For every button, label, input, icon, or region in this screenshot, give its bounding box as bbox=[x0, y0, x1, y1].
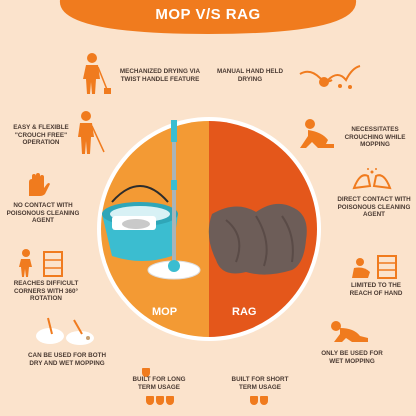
rag-cloth-image bbox=[208, 203, 307, 275]
feature-manual-drying: MANUAL HAND HELD DRYING bbox=[217, 68, 283, 83]
feature-crouch-free: EASY & FLEXIBLE "CROUCH FREE" OPERATION bbox=[13, 124, 69, 146]
title-banner bbox=[59, 0, 357, 34]
mop-worker-icon bbox=[83, 53, 111, 94]
comparison-circle bbox=[97, 117, 321, 341]
glove-hands-icon bbox=[29, 173, 50, 196]
feature-mechanized-drying: MECHANIZED DRYING VIA TWIST HANDLE FEATU… bbox=[119, 68, 201, 83]
crouching-person-icon bbox=[300, 119, 334, 148]
feature-no-contact: NO CONTACT WITH POISONOUS CLEANING AGENT bbox=[6, 202, 80, 224]
feature-reaches-corners: REACHES DIFFICULT CORNERS WITH 360° ROTA… bbox=[13, 280, 79, 302]
feature-dry-wet: CAN BE USED FOR BOTH DRY AND WET MOPPING bbox=[27, 352, 106, 367]
corner-cleaning-icon bbox=[19, 249, 63, 277]
hand-wringing-icon bbox=[299, 65, 361, 89]
feature-direct-contact: DIRECT CONTACT WITH POISONOUS CLEANING A… bbox=[337, 196, 411, 218]
shield-icon bbox=[260, 396, 268, 405]
feature-crouching: NECESSITATES CROUCHING WHILE MOPPING bbox=[344, 126, 406, 148]
shield-icon bbox=[166, 396, 174, 405]
shield-icon bbox=[156, 396, 164, 405]
mop-bucket-image bbox=[102, 185, 178, 261]
mop-label: MOP bbox=[152, 306, 178, 318]
feature-wet-only: ONLY BE USED FOR WET MOPPING bbox=[321, 350, 383, 365]
limited-reach-icon bbox=[352, 255, 397, 279]
shield-icon bbox=[142, 368, 150, 377]
kneeling-person-icon bbox=[331, 321, 368, 342]
shield-icon bbox=[250, 396, 258, 405]
feature-short-term: BUILT FOR SHORT TERM USAGE bbox=[231, 376, 289, 391]
feature-limited-reach: LIMITED TO THE REACH OF HAND bbox=[349, 282, 403, 297]
mop-handle-image bbox=[147, 120, 201, 280]
dry-wet-mop-icon bbox=[36, 317, 94, 345]
bare-hands-icon bbox=[352, 168, 392, 190]
page-title: MOP V/S RAG bbox=[155, 6, 261, 23]
rag-label: RAG bbox=[232, 306, 257, 318]
standing-mop-icon bbox=[78, 111, 105, 154]
shield-icon bbox=[146, 396, 154, 405]
feature-long-term: BUILT FOR LONG TERM USAGE bbox=[132, 376, 186, 391]
